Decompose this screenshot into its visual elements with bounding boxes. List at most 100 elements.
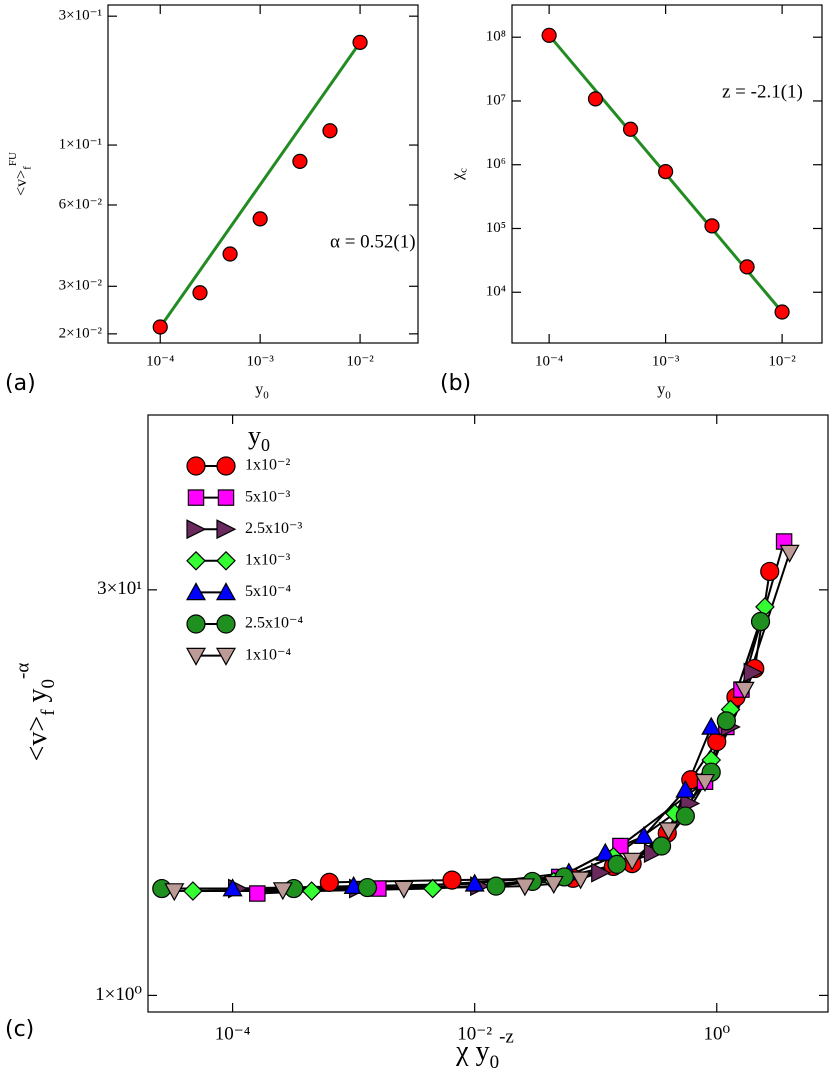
y-tick-label: 10⁵ (486, 220, 506, 236)
marker (319, 872, 339, 892)
marker (393, 880, 414, 899)
legend-marker (186, 456, 206, 476)
plot-frame (107, 4, 419, 344)
y-tick-label: 1×10⁻¹ (59, 136, 102, 152)
panel-label: (b) (440, 371, 471, 396)
marker (774, 304, 790, 320)
annotation: z = -2.1(1) (722, 81, 803, 102)
y-axis-label-part: 0 (38, 679, 59, 689)
marker (301, 881, 322, 901)
marker (486, 876, 506, 896)
y-axis-label-part: -α (13, 663, 34, 679)
y-axis-label-part: <v> (13, 170, 30, 196)
y-axis-label-part: f (38, 709, 59, 716)
legend-marker (216, 550, 236, 571)
x-tick-label: 10⁻⁴ (535, 353, 563, 369)
x-axis-label-part: 0 (263, 389, 269, 401)
marker (607, 854, 627, 874)
y-axis-label: <v>fFU (7, 152, 33, 196)
marker (739, 259, 755, 275)
x-axis-label-part: 0 (665, 389, 671, 401)
legend-marker (215, 647, 237, 666)
marker (612, 837, 629, 855)
marker (183, 881, 203, 901)
y-tick-label: 6×10⁻² (59, 196, 103, 212)
legend-title: y0 (248, 421, 270, 455)
x-tick-label: 10⁻³ (246, 353, 274, 369)
marker (675, 779, 696, 798)
x-tick-label: 10⁻³ (652, 353, 680, 369)
marker (352, 34, 368, 50)
x-axis-label: y0 (657, 381, 671, 401)
legend-marker (186, 550, 206, 571)
marker (570, 871, 591, 890)
legend-label: 5x10⁻³ (245, 488, 290, 505)
marker (357, 877, 378, 898)
series-line (237, 672, 755, 890)
y-tick-label: 10⁷ (486, 92, 506, 108)
legend-marker (215, 582, 237, 601)
marker (734, 681, 755, 700)
marker (422, 878, 443, 899)
marker (633, 825, 654, 845)
y-axis-label-part: c (457, 168, 469, 173)
legend-label: 1x10⁻² (245, 457, 290, 474)
marker (658, 822, 679, 841)
marker (779, 544, 800, 563)
y-axis-label-part: <v> (22, 716, 53, 762)
marker (514, 878, 535, 897)
fit-line (159, 41, 362, 328)
y-tick-label: 10⁸ (486, 29, 506, 45)
annotation: α = 0.52(1) (330, 231, 416, 252)
panel-label: (c) (5, 1017, 34, 1042)
y-axis-label-part: χ (449, 172, 466, 181)
marker (292, 153, 308, 169)
marker (716, 711, 736, 731)
x-axis-label-part: y (255, 381, 263, 398)
plot-frame (147, 414, 829, 1013)
x-tick-label: 10⁻² (768, 353, 796, 369)
y-axis-label-part: FU (7, 152, 19, 166)
marker (622, 121, 639, 137)
x-axis-label: χ y0 -z (455, 1027, 514, 1069)
y-tick-label: 3×10⁻² (59, 278, 103, 294)
marker (464, 873, 485, 892)
marker (743, 662, 764, 683)
legend-label: 2.5x10⁻⁴ (245, 615, 303, 632)
legend-marker (217, 489, 235, 506)
x-tick-label: 10⁻⁴ (146, 353, 174, 369)
series-line (329, 571, 771, 884)
marker (587, 91, 604, 107)
x-tick-label: 10⁰ (703, 1023, 730, 1044)
legend-marker (186, 614, 206, 634)
marker (152, 319, 168, 335)
marker (658, 164, 674, 180)
legend-marker (185, 582, 207, 601)
legend-marker (187, 489, 205, 506)
x-tick-label: 10⁻⁴ (215, 1023, 251, 1044)
legend-title-part: 0 (261, 435, 270, 455)
legend-marker (216, 519, 237, 540)
marker (249, 885, 266, 902)
x-axis-label-part: 0 (490, 1052, 500, 1069)
y-tick-label: 3×10⁻¹ (59, 8, 102, 24)
legend-marker (185, 647, 207, 666)
y-axis-label-part: f (21, 166, 33, 170)
x-tick-label: 10⁻² (346, 353, 374, 369)
x-axis-label-part: χ y (455, 1036, 489, 1067)
y-axis-label: <v>f y0 -α (13, 663, 59, 762)
marker (543, 875, 564, 895)
plot-frame (511, 4, 823, 344)
marker (695, 773, 716, 792)
panel-label: (a) (5, 371, 36, 396)
marker (591, 862, 612, 883)
legend-marker (216, 614, 236, 634)
marker (252, 211, 268, 227)
legend-marker (216, 456, 236, 476)
legend-label: 5x10⁻⁴ (245, 583, 291, 600)
y-tick-label: 10⁶ (486, 156, 506, 172)
y-tick-label: 10⁴ (486, 284, 506, 300)
marker (222, 878, 243, 897)
marker (760, 561, 780, 582)
